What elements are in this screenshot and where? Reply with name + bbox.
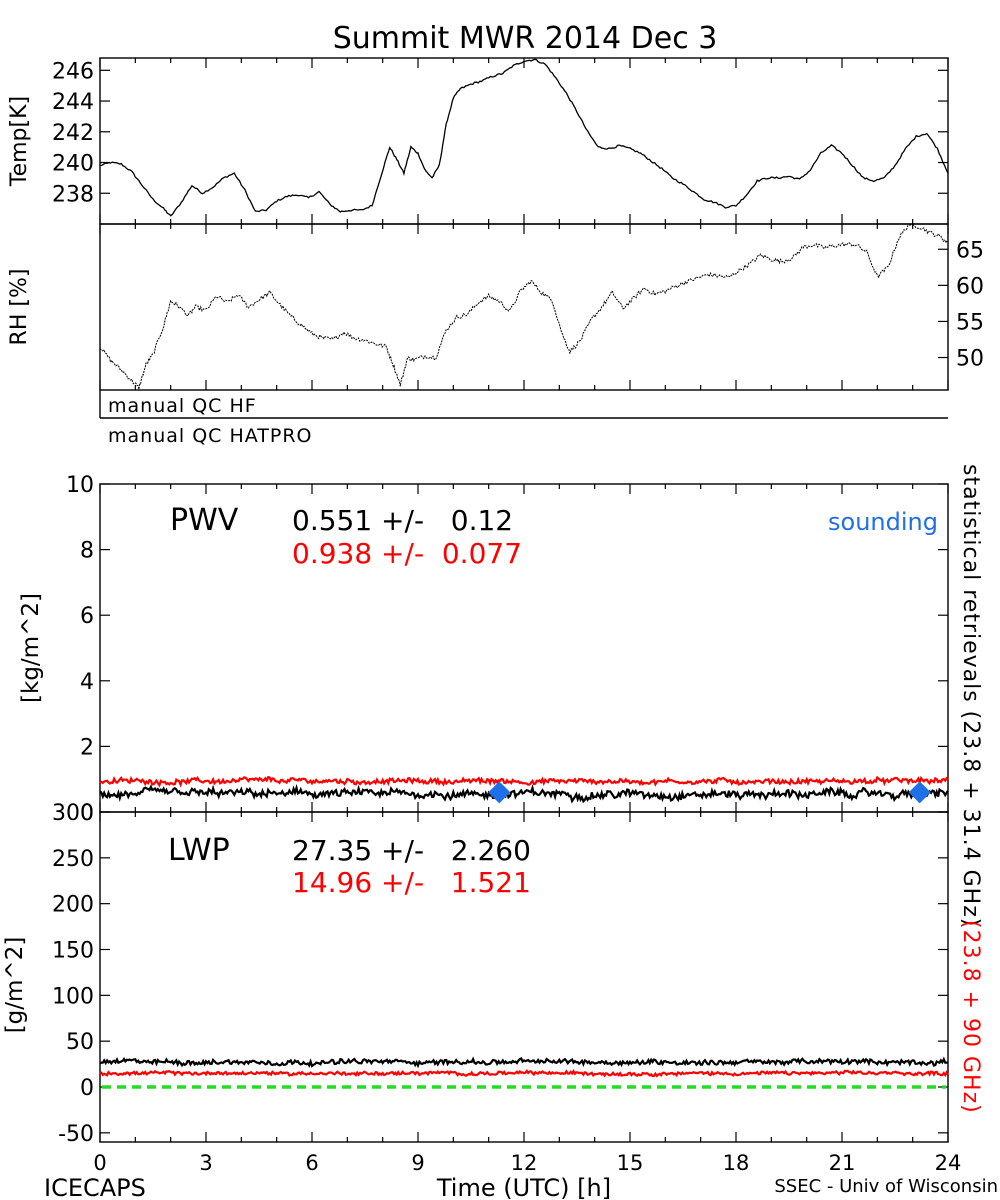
rh-ytick-label: 50 (956, 347, 984, 372)
chart-title: Summit MWR 2014 Dec 3 (333, 21, 718, 56)
temp-ytick-label: 246 (52, 59, 94, 84)
pwv-ytick-label: 4 (80, 670, 94, 695)
pwv-stat-black: 0.551 +/- 0.12 (292, 504, 513, 537)
pwv-ytick-label: 8 (80, 539, 94, 564)
pwv-ytick-label: 6 (80, 604, 94, 629)
x-tick-label: 12 (511, 1151, 538, 1175)
lwp-ytick-label: 0 (80, 1076, 94, 1101)
rh-ytick-label: 60 (956, 274, 984, 299)
x-tick-label: 15 (617, 1151, 644, 1175)
footer-xlabel: Time (UTC) [h] (436, 1174, 611, 1200)
pwv-ylabel: [kg/m^2] (18, 593, 44, 703)
lwp-ytick-label: -50 (58, 1122, 94, 1147)
qc-label-hf: manual QC HF (108, 395, 257, 417)
lwp-stat-black: 27.35 +/- 2.260 (292, 834, 531, 867)
lwp-ytick-label: 200 (52, 893, 94, 918)
pwv-series-black (99, 783, 949, 804)
lwp-ytick-label: 100 (52, 984, 94, 1009)
sounding-point (908, 781, 931, 804)
lwp-ylabel: [g/m^2] (2, 937, 28, 1034)
pwv-panel-label: PWV (170, 503, 239, 538)
x-tick-label: 6 (305, 1151, 318, 1175)
lwp-ytick-label: 300 (52, 801, 94, 826)
lwp-stat-red: 14.96 +/- 1.521 (292, 866, 531, 899)
x-tick-label: 9 (411, 1151, 424, 1175)
rh-series-line (99, 224, 948, 390)
pwv-stat-red: 0.938 +/- 0.077 (292, 537, 522, 570)
x-tick-label: 0 (93, 1151, 106, 1175)
x-tick-label: 3 (199, 1151, 212, 1175)
lwp-panel: [g/m^2] -50 0 50 100 150 200 250 300 LWP 27.35 … (2, 801, 949, 1147)
lwp-ytick-label: 150 (52, 939, 94, 964)
temp-frame (99, 57, 949, 225)
temp-panel: Temp[K] 238 240 242 244 246 (7, 57, 949, 225)
footer-right-label: SSEC - Univ of Wisconsin (774, 1176, 998, 1197)
pwv-series-red (99, 775, 949, 788)
qc-strip: manual QC HF manual QC HATPRO (99, 390, 948, 447)
lwp-ytick-label: 250 (52, 847, 94, 872)
temp-ylabel: Temp[K] (7, 96, 32, 187)
temp-series-line (99, 58, 949, 217)
pwv-ytick-label: 0 (80, 801, 94, 826)
x-tick-label: 24 (935, 1151, 962, 1175)
temp-ytick-label: 240 (52, 152, 94, 177)
rh-ytick-label: 55 (956, 310, 984, 335)
lwp-panel-label: LWP (168, 833, 230, 868)
right-label-red: (23.8 + 90 GHz) (958, 920, 983, 1114)
rh-ylabel: RH [%] (7, 269, 32, 346)
temp-ytick-label: 244 (52, 90, 94, 115)
x-tick-label: 21 (829, 1151, 856, 1175)
sounding-point (488, 781, 511, 804)
right-label-statistical: statistical retrievals (23.8 + 31.4 GHz) (958, 464, 983, 927)
rh-ytick-label: 65 (956, 238, 984, 263)
rh-panel: RH [%] 50 55 60 65 (7, 223, 984, 391)
pwv-ytick-label: 2 (80, 735, 94, 760)
rh-frame (99, 223, 949, 391)
footer-left-label: ICECAPS (44, 1174, 146, 1200)
pwv-legend-sounding: sounding (828, 508, 938, 536)
lwp-ytick-label: 50 (66, 1030, 94, 1055)
lwp-series-red (99, 1069, 949, 1078)
qc-label-hatpro: manual QC HATPRO (108, 425, 313, 447)
pwv-ytick-label: 10 (66, 473, 94, 498)
lwp-series-black (99, 1056, 949, 1069)
pwv-panel: [kg/m^2] 0 2 4 6 8 10 PWV 0.551 +/- 0.12 0.93… (18, 473, 949, 826)
x-tick-label: 18 (723, 1151, 750, 1175)
temp-ytick-label: 238 (52, 182, 94, 207)
temp-ytick-label: 242 (52, 121, 94, 146)
